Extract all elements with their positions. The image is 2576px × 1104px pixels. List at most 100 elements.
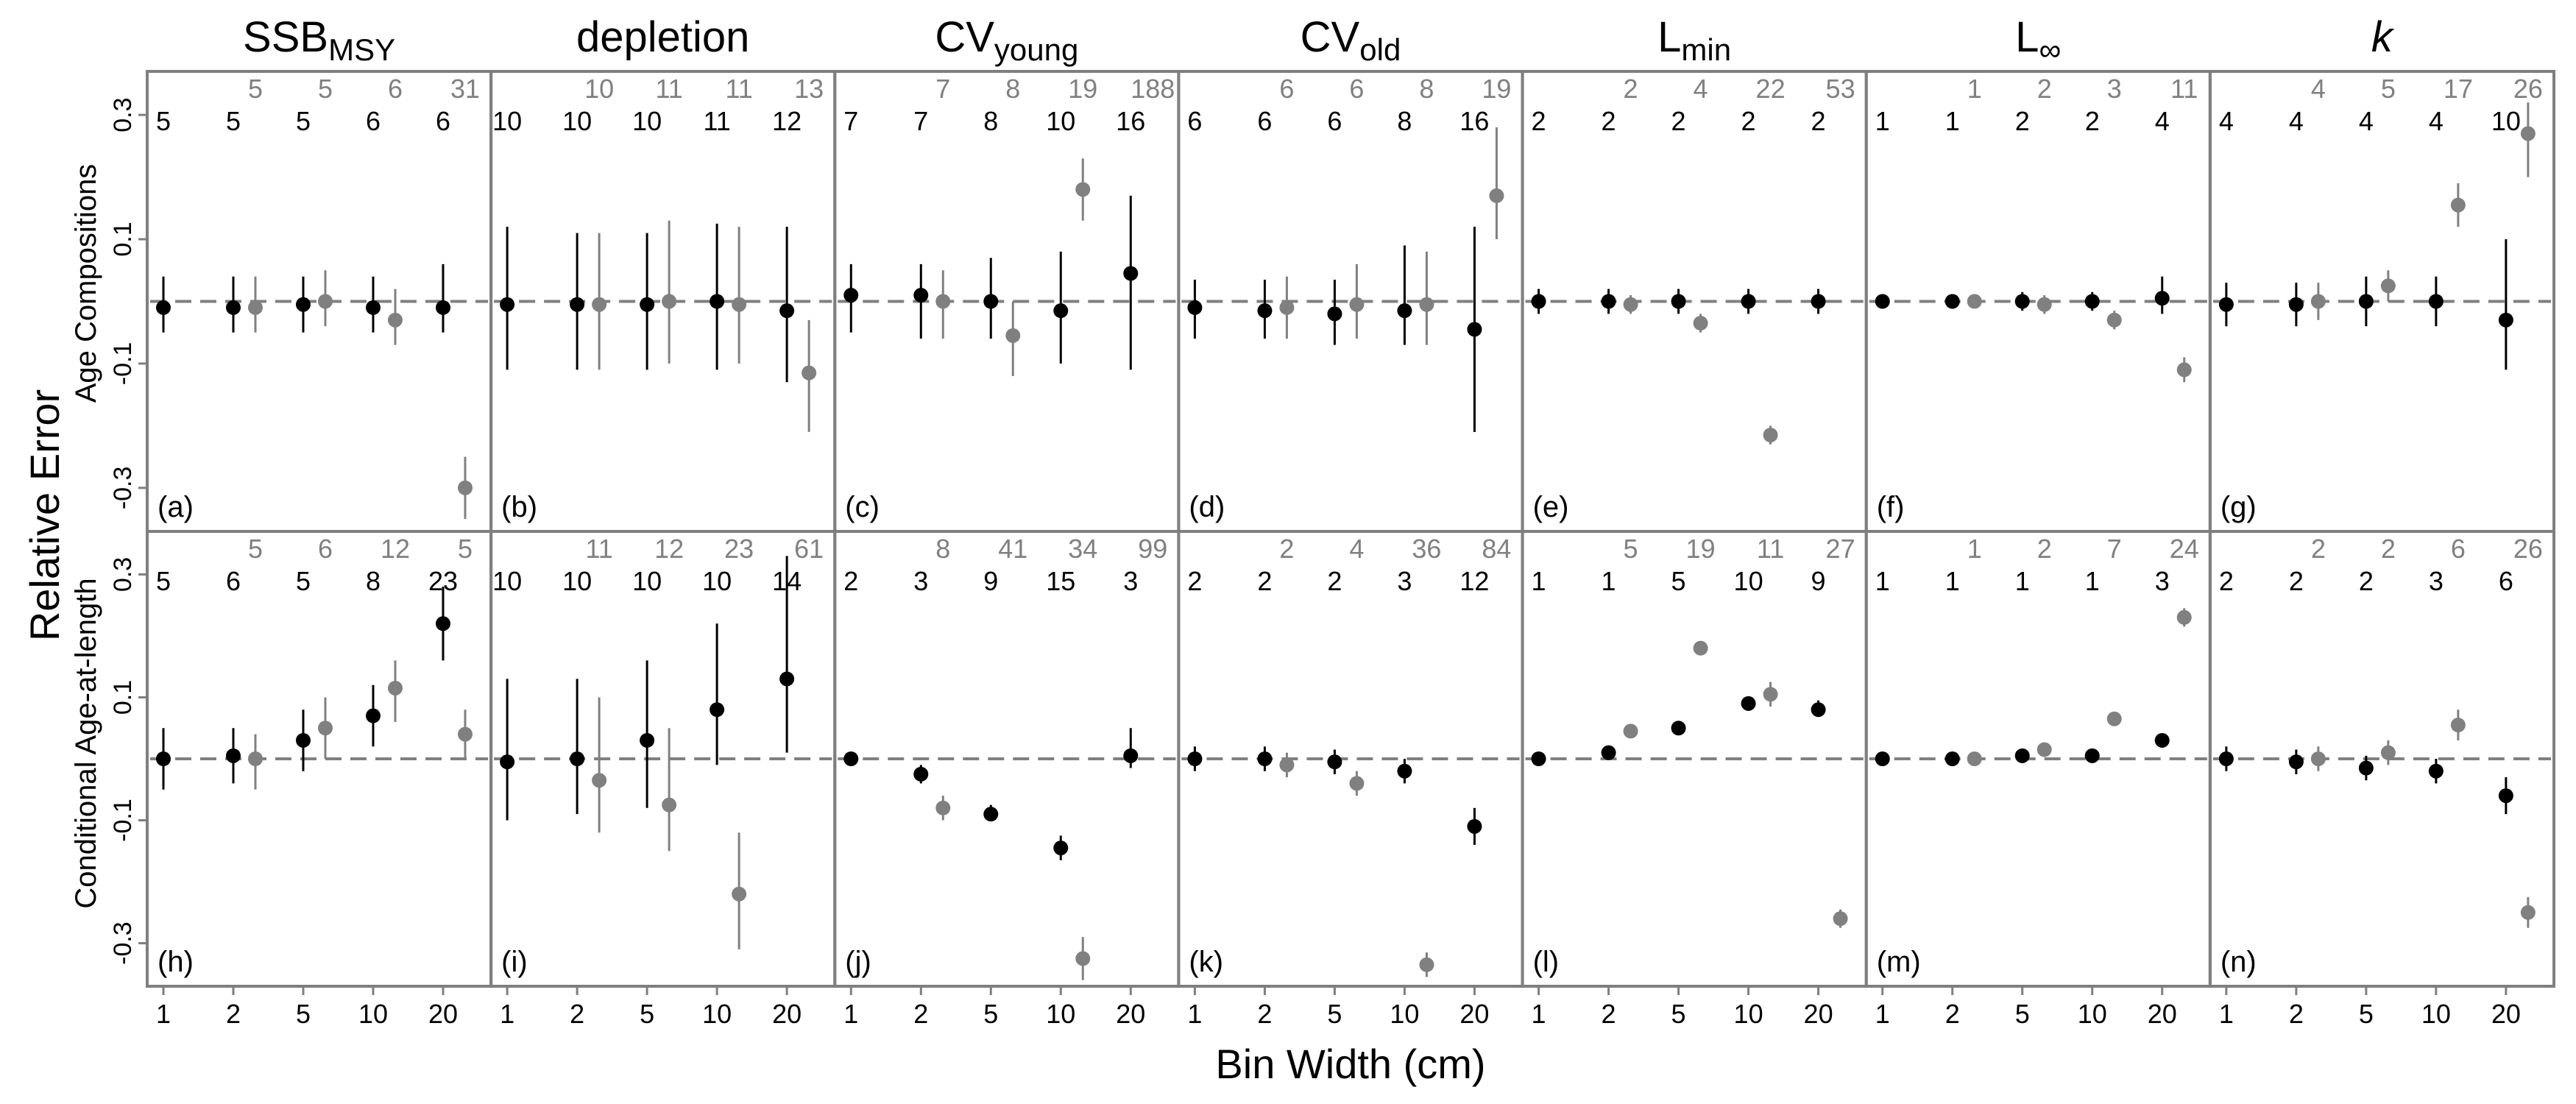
row-label-top: Age Compositions	[70, 164, 102, 403]
column-header-subscript: ∞	[2039, 32, 2061, 67]
point-grey	[2380, 278, 2396, 294]
point-black	[156, 300, 171, 315]
x-tick-label: 5	[2015, 999, 2030, 1029]
sample-count-grey: 12	[381, 534, 410, 564]
point-grey	[1763, 428, 1778, 443]
x-tick-label: 10	[2078, 999, 2107, 1029]
x-tick-label: 1	[2219, 999, 2234, 1029]
point-black	[640, 732, 655, 748]
point-black	[1875, 751, 1890, 766]
point-black	[156, 751, 171, 766]
y-tick-label: 0.3	[109, 97, 137, 132]
column-header-1: SSBMSY	[243, 13, 395, 67]
point-grey	[1005, 328, 1021, 343]
sample-count-black: 10	[492, 566, 522, 596]
sample-count-black: 10	[1734, 566, 1763, 596]
panel-letter: (c)	[845, 491, 880, 523]
sample-count-grey: 7	[935, 74, 950, 104]
point-black	[1397, 763, 1412, 779]
panel-a: (a)5 5 5 6 65 5 6 31	[146, 70, 493, 533]
sample-count-black: 15	[1046, 566, 1075, 596]
x-tick-label: 5	[640, 999, 654, 1029]
sample-count-grey: 2	[2311, 534, 2326, 564]
x-tick-label: 5	[2359, 999, 2374, 1029]
sample-count-black: 3	[2155, 566, 2170, 596]
sample-count-black: 6	[1187, 106, 1202, 136]
point-grey	[2176, 609, 2192, 625]
point-grey	[732, 297, 747, 312]
sample-count-black: 2	[2085, 106, 2100, 136]
point-black	[1257, 303, 1273, 319]
x-tick-label: 20	[1116, 999, 1145, 1029]
panel-f: (f)1 1 2 2 41 2 3 11	[1864, 70, 2212, 533]
row-label-bottom: Conditional Age-at-length	[70, 578, 102, 908]
point-black	[2288, 754, 2304, 770]
sample-count-grey: 7	[2107, 534, 2122, 564]
sample-count-black: 2	[2289, 566, 2304, 596]
y-tick-label: 0.3	[109, 557, 137, 592]
sample-count-black: 12	[1459, 566, 1489, 596]
sample-count-black: 3	[2429, 566, 2444, 596]
x-tick-label: 1	[156, 999, 171, 1029]
x-tick-label: 20	[1459, 999, 1489, 1029]
sample-count-black: 2	[1811, 106, 1826, 136]
point-grey	[1349, 297, 1365, 312]
point-black	[843, 288, 859, 303]
point-black	[226, 300, 241, 315]
point-black	[1531, 751, 1546, 766]
y-tick-label: -0.1	[109, 342, 137, 386]
panel-l: (l)1 1 5 10 95 19 11 271 2 5 10 20	[1521, 530, 1868, 1029]
sample-count-black: 2	[2359, 566, 2374, 596]
column-header-subscript: old	[1359, 32, 1401, 67]
sample-count-black: 10	[562, 106, 592, 136]
sample-count-black: 3	[1397, 566, 1412, 596]
x-tick-label: 20	[2491, 999, 2521, 1029]
panel-d: (d)6 6 6 8 166 6 8 19	[1177, 70, 1524, 533]
point-black	[570, 751, 585, 766]
point-black	[2154, 732, 2170, 748]
point-grey	[1623, 297, 1638, 312]
point-black	[1187, 300, 1203, 315]
sample-count-black: 9	[1811, 566, 1826, 596]
point-grey	[935, 800, 951, 815]
panel-j: (j)2 3 9 15 38 41 34 991 2 5 10 20	[833, 530, 1181, 1029]
sample-count-black: 16	[1116, 106, 1145, 136]
sample-count-black: 12	[772, 106, 802, 136]
sample-count-black: 10	[632, 566, 662, 596]
sample-count-grey: 8	[1005, 74, 1020, 104]
sample-count-black: 4	[2155, 106, 2170, 136]
sample-count-grey: 10	[584, 74, 614, 104]
sample-count-grey: 4	[2311, 74, 2326, 104]
point-grey	[2176, 362, 2192, 378]
sample-count-grey: 5	[248, 74, 263, 104]
column-header-base: k	[2371, 13, 2395, 61]
point-grey	[248, 300, 263, 315]
point-grey	[2450, 197, 2466, 213]
point-black	[436, 616, 450, 631]
sample-count-black: 1	[1945, 566, 1960, 596]
point-black	[296, 297, 311, 312]
panel-letter: (j)	[845, 946, 871, 978]
column-header-2: depletion	[576, 13, 749, 61]
point-grey	[592, 773, 607, 788]
point-grey	[388, 312, 403, 328]
sample-count-grey: 99	[1138, 534, 1167, 564]
point-black	[1327, 306, 1342, 322]
x-tick-label: 1	[1875, 999, 1890, 1029]
sample-count-black: 1	[1532, 566, 1546, 596]
panel-letter: (e)	[1533, 491, 1569, 523]
sample-count-grey: 2	[2381, 534, 2396, 564]
point-grey	[1693, 640, 1708, 656]
sample-count-grey: 2	[1279, 534, 1294, 564]
point-grey	[1279, 300, 1295, 315]
point-grey	[1693, 316, 1708, 331]
sample-count-black: 4	[2289, 106, 2304, 136]
point-black	[1053, 841, 1069, 856]
sample-count-grey: 8	[935, 534, 950, 564]
sample-count-grey: 53	[1826, 74, 1855, 104]
point-black	[1601, 294, 1616, 309]
point-grey	[1279, 757, 1295, 773]
y-tick-label: 0.1	[109, 680, 137, 715]
x-tick-label: 2	[913, 999, 928, 1029]
